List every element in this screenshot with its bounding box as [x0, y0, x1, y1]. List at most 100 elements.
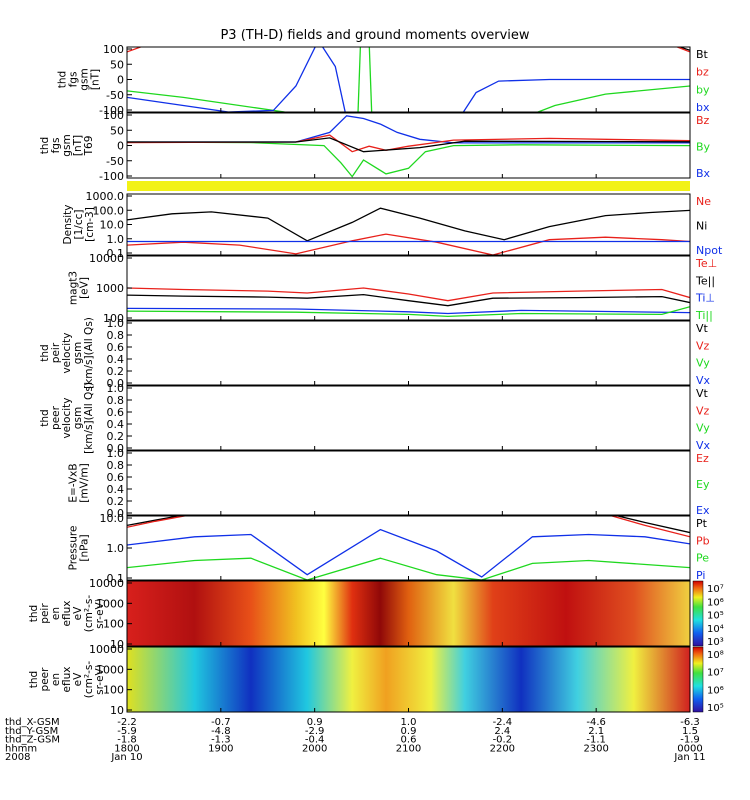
legend-entry: Ez	[696, 452, 709, 465]
series-line-fgs-6	[127, 47, 143, 53]
x-tick-label: -0.2	[493, 735, 513, 746]
y-axis-label: thd	[39, 409, 51, 426]
y-tick-label: 10	[110, 638, 124, 651]
series-line-fgs2-0	[127, 141, 690, 178]
legend-entry: bx	[696, 101, 710, 114]
series-line-fgs-2	[357, 47, 362, 112]
y-tick-label: 0.8	[107, 394, 125, 407]
y-tick-label: 10.0	[100, 512, 125, 525]
colorbar-label: 10⁶	[707, 597, 724, 608]
series-line-fgs2-3	[127, 137, 690, 153]
y-axis-label: (cm²-s-	[83, 661, 95, 699]
legend-entry: Pi	[696, 569, 705, 582]
y-axis-label: Density	[62, 205, 74, 245]
y-tick-label: 0.0	[107, 377, 125, 390]
panel-ion_spec	[126, 580, 704, 647]
colorbar-label: 10⁷	[707, 584, 724, 595]
y-axis-label: gsm	[79, 68, 91, 90]
y-tick-label: 0.1	[107, 572, 125, 585]
series-line-temp-2	[127, 307, 690, 315]
x-tick-label: -4.6	[586, 717, 606, 728]
y-axis-label: gsm	[61, 134, 73, 156]
y-tick-label: 100	[103, 109, 124, 122]
x-tick-label: -2.9	[305, 726, 325, 737]
x-tick-label: -1.1	[586, 735, 606, 746]
x-tick-label: 0.9	[307, 717, 323, 728]
panel-frame	[126, 320, 691, 386]
colorbar-label: 10⁵	[707, 611, 724, 622]
series-line-pressure-1	[127, 516, 690, 538]
x-tick-label: 2000	[302, 743, 327, 754]
legend-entry: Vt	[696, 387, 709, 400]
series-line-temp-1	[127, 293, 690, 307]
y-tick-label: 100	[103, 312, 124, 325]
y-axis-label: gsm	[72, 407, 84, 429]
y-axis-label: thd	[28, 605, 40, 622]
y-tick-label: 1.0	[107, 317, 125, 330]
colorbar-label: 10⁷	[707, 668, 724, 679]
y-axis-label: [km/s](All Qs)	[83, 317, 95, 389]
y-tick-label: 100	[103, 684, 124, 697]
y-tick-label: 0.6	[107, 406, 125, 419]
y-axis-label: (cm²-s-	[83, 595, 95, 633]
y-tick-label: 1.0	[107, 382, 125, 395]
x-tick-label: -5.9	[117, 726, 137, 737]
y-axis-label: [nT]	[72, 135, 84, 156]
y-axis-label: velocity	[61, 397, 73, 438]
y-axis-label: Pressure	[68, 526, 80, 571]
y-tick-label: 0.2	[107, 430, 125, 443]
x-axis-row-label: hhmm	[5, 743, 37, 754]
colorbar-elec_spec	[692, 646, 704, 713]
y-axis-label: magt3	[68, 271, 80, 305]
series-line-pressure-2	[127, 528, 690, 578]
y-tick-label: 10	[110, 704, 124, 717]
x-axis-row-label: 2008	[5, 752, 30, 763]
x-tick-label: 0.6	[401, 735, 417, 746]
legend-entry: Vx	[696, 439, 711, 452]
x-tick-label: 2.4	[494, 726, 510, 737]
x-tick-label: 1.0	[401, 717, 417, 728]
spectrogram-ion_spec	[127, 581, 690, 646]
legend-entry: Pb	[696, 534, 710, 547]
x-tick-label: 0.9	[401, 726, 417, 737]
y-tick-label: 1000	[96, 663, 124, 676]
x-tick-label: 2.1	[588, 726, 604, 737]
legend-entry: Pt	[696, 517, 708, 530]
panel-frame	[126, 255, 691, 321]
y-tick-label: 50	[110, 58, 124, 71]
x-tick-label: 0000	[677, 743, 702, 754]
series-line-fgs-4	[462, 78, 690, 112]
x-tick-label: 1.5	[682, 726, 698, 737]
y-tick-label: 0.0	[107, 507, 125, 520]
legend-entry: Ti||	[695, 309, 713, 322]
legend-entry: Vz	[696, 404, 710, 417]
legend-entry: by	[696, 83, 710, 96]
panel-peir	[126, 320, 691, 386]
legend-entry: Bx	[696, 167, 711, 180]
legend-entry: Vx	[696, 374, 711, 387]
series-line-fgs-1	[127, 47, 346, 112]
legend-entry: Bt	[696, 48, 709, 61]
x-tick-label: -1.8	[117, 735, 137, 746]
x-tick-label: Jan 11	[673, 752, 705, 763]
y-axis-label: velocity	[61, 332, 73, 373]
y-axis-label: [cm-3]	[84, 207, 96, 242]
y-tick-label: 0.1	[107, 247, 125, 260]
y-axis-label: thd	[57, 71, 69, 88]
colorbar-label: 10⁵	[707, 703, 724, 714]
y-tick-label: 0	[117, 74, 124, 87]
y-axis-label: gsm	[72, 342, 84, 364]
legend-entry: Vy	[696, 357, 710, 370]
y-axis-label: eV	[72, 606, 84, 620]
colorbar-label: 10⁴	[707, 624, 724, 635]
series-line-fgs-7	[677, 47, 690, 51]
y-axis-label: [1/cc]	[73, 210, 85, 240]
series-line-fgs-3	[368, 47, 373, 112]
y-axis-label: peir	[50, 342, 62, 363]
x-tick-label: -6.3	[680, 717, 700, 728]
legend-entry: bz	[696, 66, 709, 79]
spectrogram-elec_spec	[127, 647, 690, 712]
y-axis-label: eV	[72, 672, 84, 686]
y-axis-label: E=-VxB	[68, 463, 80, 502]
y-tick-label: -100	[99, 170, 124, 183]
